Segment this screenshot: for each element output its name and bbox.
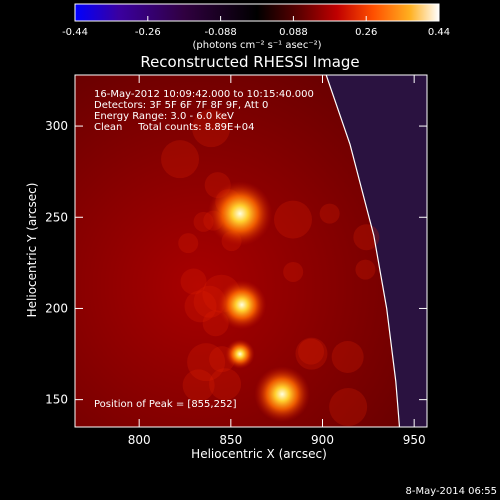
texture-blob <box>182 369 215 402</box>
y-tick-label: 300 <box>45 119 68 133</box>
texture-blob <box>187 343 226 382</box>
annotation-counts: Clean Total counts: 8.89E+04 <box>94 122 254 133</box>
peak-label: Position of Peak = [855,252] <box>94 399 237 410</box>
colorbar-tick-label: 0.26 <box>355 27 377 38</box>
x-tick-label: 950 <box>403 433 426 447</box>
colorbar-tick-label: -0.44 <box>62 27 88 38</box>
texture-blob <box>298 338 325 365</box>
texture-blob <box>192 109 231 148</box>
texture-blob <box>331 340 364 373</box>
y-tick-label: 250 <box>45 210 68 224</box>
texture-blob <box>180 268 207 295</box>
colorbar-tick-label: 0.44 <box>428 27 450 38</box>
solar-limb <box>325 75 401 427</box>
texture-blob <box>193 285 226 318</box>
axes: 800 850 900 950 150 200 250 300 <box>45 74 428 447</box>
annotations: 16-May-2012 10:09:42.000 to 10:15:40.000… <box>94 89 314 410</box>
x-tick-label: 900 <box>311 433 334 447</box>
y-tick-label: 200 <box>45 301 68 315</box>
x-axis-label: Heliocentric X (arcsec) <box>191 447 327 461</box>
colorbar: -0.44 -0.26 -0.088 0.088 0.26 0.44 (photons c… <box>62 3 450 51</box>
chart-title: Reconstructed RHESSI Image <box>140 53 359 71</box>
x-tick-label: 800 <box>128 433 151 447</box>
texture-blob <box>161 140 200 179</box>
texture-blob <box>319 203 340 224</box>
texture-blob <box>184 290 217 323</box>
texture-blob <box>355 259 376 280</box>
source-blob <box>225 339 255 369</box>
colorbar-tick-label: -0.088 <box>204 27 236 38</box>
y-tick-label: 150 <box>45 393 68 407</box>
footer-timestamp: 8-May-2014 06:55 <box>405 486 497 497</box>
annotation-energy: Energy Range: 3.0 - 6.0 keV <box>94 111 234 122</box>
source-blob <box>207 181 273 246</box>
texture-blob <box>329 388 368 427</box>
sources <box>207 181 310 422</box>
texture-blob <box>209 368 242 401</box>
source-blob <box>217 280 267 330</box>
colorbar-gradient <box>74 3 440 22</box>
colorbar-tick-label: 0.088 <box>279 27 308 38</box>
texture-blob <box>283 261 304 282</box>
colorbar-ticks: -0.44 -0.26 -0.088 0.088 0.26 0.44 <box>62 16 450 38</box>
plot-area <box>75 75 427 427</box>
annotation-time: 16-May-2012 10:09:42.000 to 10:15:40.000 <box>94 89 314 100</box>
texture-blob <box>295 337 328 370</box>
colorbar-unit: (photons cm⁻² s⁻¹ asec⁻²) <box>192 40 321 51</box>
annotation-detectors: Detectors: 3F 5F 6F 7F 8F 9F, Att 0 <box>94 100 268 111</box>
texture-blob <box>274 200 313 239</box>
source-blob <box>254 366 310 422</box>
y-axis-label: Heliocentric Y (arcsec) <box>25 183 39 318</box>
colorbar-tick-label: -0.26 <box>135 27 161 38</box>
texture-blob <box>178 233 199 254</box>
plot-frame <box>74 74 428 428</box>
x-tick-label: 850 <box>219 433 242 447</box>
